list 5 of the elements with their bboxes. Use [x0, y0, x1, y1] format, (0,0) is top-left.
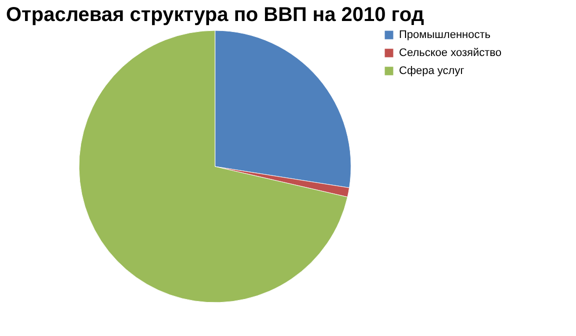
- legend-label: Сфера услуг: [399, 65, 464, 77]
- pie-slice: [78, 30, 348, 302]
- chart-title: Отраслевая структура по ВВП на 2010 год: [6, 4, 424, 26]
- legend-label: Промышленность: [399, 29, 491, 41]
- legend-label: Сельское хозяйство: [399, 47, 502, 59]
